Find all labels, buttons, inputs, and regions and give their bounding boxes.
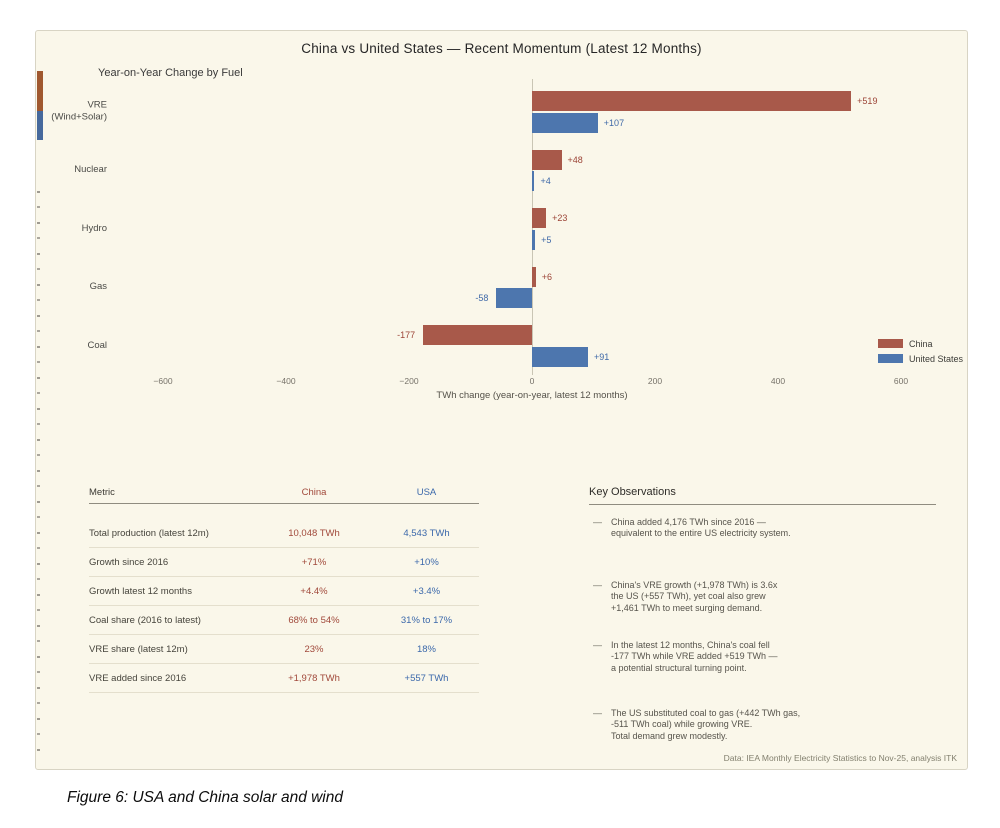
united-states-bar-hydro	[532, 229, 536, 250]
metric-cell: Growth latest 12 months	[89, 585, 192, 597]
united-states-bar-nuclear	[532, 171, 535, 191]
column-header-china: China	[301, 486, 327, 498]
china-bar-coal	[423, 325, 532, 345]
table-row: VRE added since 2016 +1,978 TWh +557 TWh	[89, 664, 479, 693]
category-label-coal: Coal	[87, 339, 107, 351]
table-body: Total production (latest 12m) 10,048 TWh 4…	[89, 519, 479, 693]
key-observations: Key Observations — China added 4,176 TWh …	[589, 486, 936, 741]
table-row: Total production (latest 12m) 10,048 TWh 4…	[89, 519, 479, 548]
china-bar-hydro	[532, 208, 547, 228]
value-label: +519	[857, 96, 878, 106]
x-axis-tick: −600	[153, 376, 173, 386]
china-bar-gas	[532, 266, 536, 287]
chart-subtitle: Year-on-Year Change by Fuel	[98, 67, 243, 79]
china-swatch	[878, 339, 903, 348]
china-cell: 68% to 54%	[288, 614, 340, 626]
observation-text: In the latest 12 months, China's coal fe…	[611, 640, 778, 673]
table-header-row: Metric China USA	[89, 481, 479, 504]
united-states-bar-coal	[532, 346, 588, 367]
usa-cell: 4,543 TWh	[403, 527, 450, 539]
value-label: +6	[541, 271, 552, 282]
chart-legend: China United States	[878, 336, 963, 366]
legend-entry-china: China	[878, 336, 963, 351]
column-header-metric: Metric	[89, 486, 115, 498]
usa-cell: +557 TWh	[404, 672, 449, 684]
value-label: +107	[603, 117, 625, 128]
table-row: Coal share (2016 to latest) 68% to 54% 31%…	[89, 606, 479, 635]
category-label-vre: VRE (Wind+Solar)	[51, 99, 107, 123]
china-bar-vre	[532, 91, 852, 111]
bullet-dash: —	[593, 517, 602, 527]
observations-heading: Key Observations	[589, 486, 936, 505]
x-axis-tick: 0	[529, 376, 535, 386]
table-row: Growth since 2016 +71% +10%	[89, 548, 479, 577]
figure-card: China vs United States — Recent Momentum…	[35, 30, 968, 770]
legend-entry-united-states: United States	[878, 351, 963, 366]
observation-text: China's VRE growth (+1,978 TWh) is 3.6x …	[611, 580, 778, 613]
chart-title: China vs United States — Recent Momentum…	[301, 41, 702, 56]
china-cell: +4.4%	[300, 585, 328, 597]
legend-label: China	[909, 338, 933, 349]
sliver-text-fragments	[37, 191, 40, 751]
sliver-blue-bar-fragment	[37, 111, 43, 140]
x-axis-tick: −200	[399, 376, 419, 386]
observation-text: The US substituted coal to gas (+442 TWh…	[611, 708, 801, 741]
x-axis-tick: −400	[276, 376, 296, 386]
category-label-gas: Gas	[89, 281, 107, 293]
value-label: +23	[552, 213, 568, 223]
bullet-dash: —	[593, 580, 602, 590]
x-axis-title: TWh change (year-on-year, latest 12 mont…	[436, 390, 628, 401]
value-label: +4	[540, 176, 551, 186]
x-axis-tick: 600	[893, 376, 909, 386]
value-label: +91	[593, 351, 610, 362]
value-label: +48	[567, 154, 583, 165]
observation-text: China added 4,176 TWh since 2016 — equiv…	[611, 517, 791, 539]
adjacent-page-sliver	[36, 31, 44, 769]
bar-chart: VRE (Wind+Solar) Nuclear Hydro Gas Coal +519 +…	[36, 31, 967, 769]
metric-cell: VRE share (latest 12m)	[89, 643, 188, 655]
china-cell: 23%	[304, 643, 324, 655]
usa-cell: 18%	[416, 643, 436, 655]
table-row: VRE share (latest 12m) 23% 18%	[89, 635, 479, 664]
metric-cell: Growth since 2016	[89, 556, 169, 568]
metric-cell: VRE added since 2016	[89, 672, 187, 684]
observation-item-1: — China added 4,176 TWh since 2016 — equi…	[589, 517, 791, 540]
value-label: -177	[397, 330, 416, 340]
source-note: Data: IEA Monthly Electricity Statistics…	[723, 753, 957, 763]
usa-cell: +10%	[414, 556, 439, 568]
value-label: -58	[475, 293, 489, 303]
bullet-dash: —	[593, 708, 602, 718]
metrics-table: Metric China USA Total production (latest 1…	[89, 481, 479, 693]
metric-cell: Coal share (2016 to latest)	[89, 614, 201, 626]
bullet-dash: —	[593, 640, 602, 650]
column-header-usa: USA	[416, 486, 437, 498]
usa-cell: +3.4%	[412, 585, 441, 597]
china-cell: +71%	[301, 556, 327, 568]
usa-cell: 31% to 17%	[400, 614, 453, 626]
legend-label: United States	[909, 353, 964, 364]
x-axis-tick: 200	[647, 376, 663, 386]
observation-item-2: — China's VRE growth (+1,978 TWh) is 3.6x…	[589, 580, 777, 614]
value-label: +5	[541, 234, 552, 245]
united-states-bar-vre	[532, 112, 598, 133]
united-states-swatch	[878, 354, 903, 363]
united-states-bar-gas	[496, 288, 532, 308]
china-bar-nuclear	[532, 149, 562, 170]
category-label-hydro: Hydro	[81, 222, 107, 234]
category-label-nuclear: Nuclear	[74, 164, 107, 176]
metric-cell: Total production (latest 12m)	[89, 527, 209, 539]
sliver-red-bar-fragment	[37, 71, 43, 111]
china-cell: +1,978 TWh	[288, 672, 340, 684]
figure-caption: Figure 6: USA and China solar and wind	[67, 789, 343, 806]
china-cell: 10,048 TWh	[288, 527, 340, 539]
observation-item-4: — The US substituted coal to gas (+442 TW…	[589, 708, 800, 742]
x-axis-tick: 400	[770, 376, 786, 386]
observation-item-3: — In the latest 12 months, China's coal f…	[589, 640, 778, 674]
table-row: Growth latest 12 months +4.4% +3.4%	[89, 577, 479, 606]
